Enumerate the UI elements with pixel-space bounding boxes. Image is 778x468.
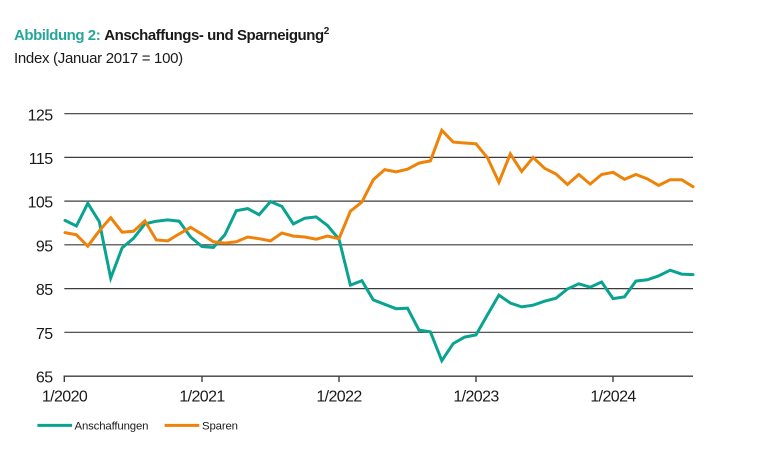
svg-text:1/2023: 1/2023 (453, 389, 499, 406)
svg-text:Sparen: Sparen (202, 421, 238, 433)
svg-text:Anschaffungen: Anschaffungen (75, 421, 149, 433)
svg-text:1/2020: 1/2020 (42, 389, 88, 406)
svg-text:1/2024: 1/2024 (590, 389, 636, 406)
svg-text:85: 85 (36, 282, 53, 299)
svg-text:105: 105 (28, 195, 54, 212)
svg-text:1/2021: 1/2021 (179, 389, 225, 406)
svg-text:65: 65 (36, 370, 53, 387)
svg-text:Abbildung 2:Anschaffungs- und: Abbildung 2: Anschaffungs- und Sparneigun… (14, 26, 330, 44)
svg-text:75: 75 (36, 326, 53, 343)
svg-text:1/2022: 1/2022 (316, 389, 362, 406)
svg-text:125: 125 (28, 107, 54, 124)
svg-text:95: 95 (36, 238, 53, 255)
svg-text:115: 115 (29, 151, 53, 168)
svg-text:Index (Januar 2017 = 100): Index (Januar 2017 = 100) (14, 50, 183, 67)
